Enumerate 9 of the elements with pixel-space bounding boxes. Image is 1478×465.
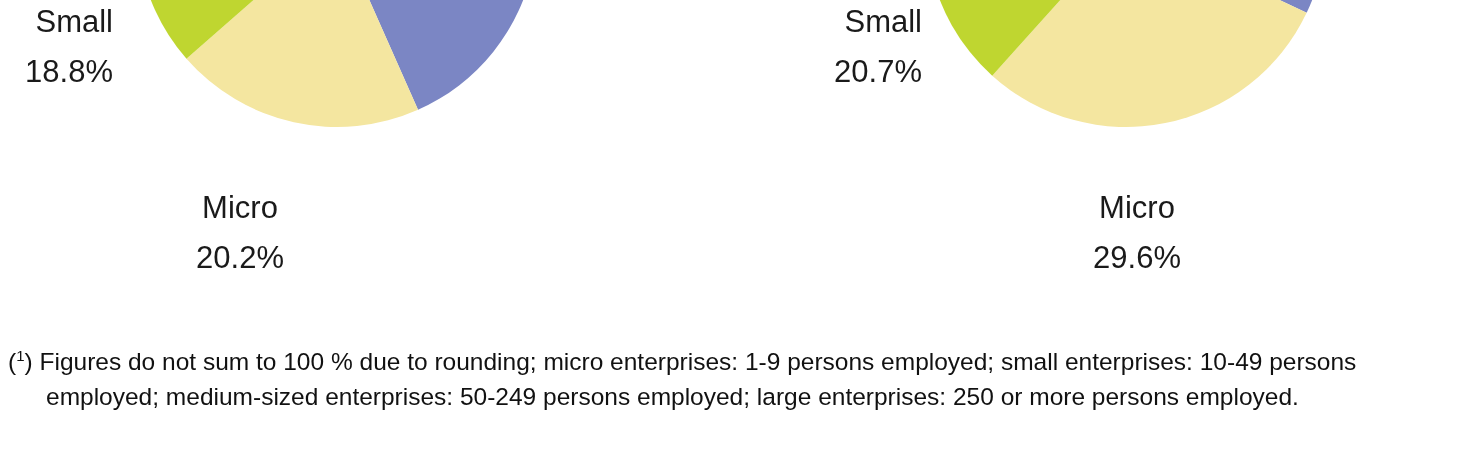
slice-label: Micro (202, 189, 278, 225)
text: ($^{1}$) Figures do not sum to 100 % due to rounding; micro enterprises: 1-9 persons employed; small enterprises: 10-49 persons employed; medium-sized enterprises: 50-249 persons employed; large enterprises: 250 or more persons employed. (8, 346, 1358, 413)
slice-label: Small (35, 3, 113, 39)
data-label: 20.7% (834, 53, 922, 89)
data-label: 20.2% (196, 239, 284, 275)
slice-label: Small (844, 3, 922, 39)
slice-label: Micro (1099, 189, 1175, 225)
data-label: 18.8% (25, 53, 113, 89)
data-label: 29.6% (1093, 239, 1181, 275)
